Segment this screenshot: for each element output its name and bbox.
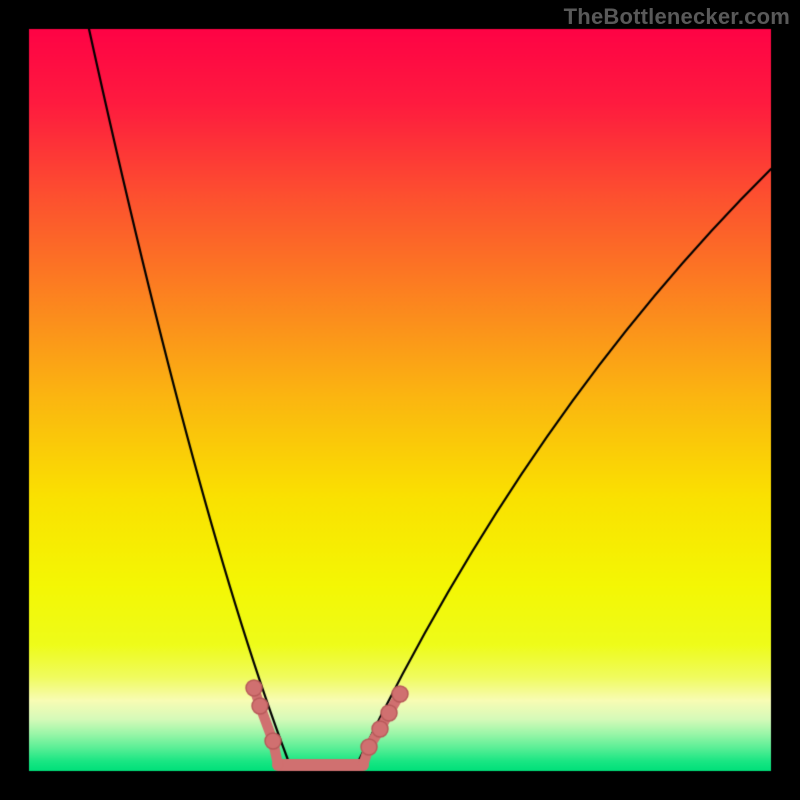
watermark-text: TheBottlenecker.com (564, 4, 790, 30)
